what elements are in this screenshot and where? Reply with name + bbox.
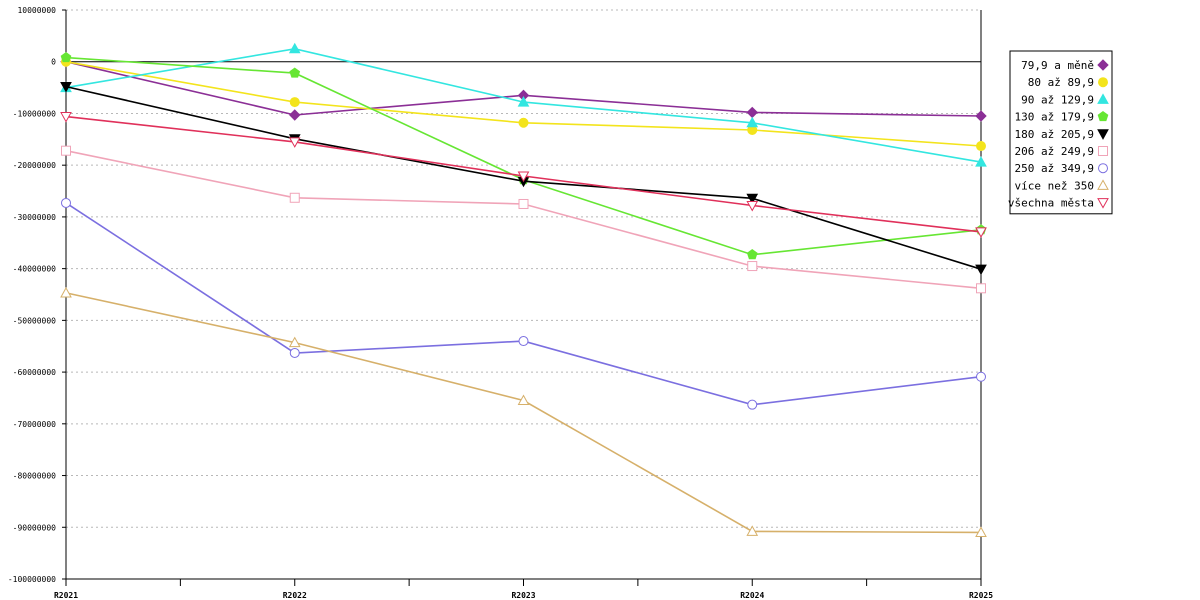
data-point <box>976 141 986 152</box>
series-6 <box>61 145 986 294</box>
data-point <box>517 96 530 107</box>
data-point <box>976 283 986 294</box>
series-3 <box>60 42 987 167</box>
series-line <box>65 56 982 256</box>
data-point <box>976 371 986 382</box>
data-point <box>746 116 759 128</box>
legend-label: více než 350 <box>1015 179 1094 192</box>
data-point <box>289 97 300 108</box>
data-point <box>975 110 987 122</box>
data-point <box>746 249 758 260</box>
data-point <box>60 82 72 93</box>
data-point <box>289 109 301 121</box>
legend: 79,9 a měně 80 až 89,9 90 až 129,9 130 až 1… <box>1008 50 1113 215</box>
x-tick-label: R2024 <box>740 591 764 600</box>
data-point <box>61 197 71 208</box>
legend-label: všechna města <box>1008 197 1094 210</box>
legend-label: 250 až 349,9 <box>1015 162 1094 175</box>
legend-label: 180 až 205,9 <box>1015 128 1094 141</box>
data-point <box>746 201 759 212</box>
legend-marker <box>1097 59 1109 71</box>
y-tick-label: -70000000 <box>13 420 57 429</box>
x-tick-labels: R2021 R2022 R2023 R2024 R2025 <box>54 591 993 600</box>
legend-marker <box>1097 93 1109 104</box>
legend-label: 130 až 179,9 <box>1015 111 1094 124</box>
data-point <box>61 145 71 156</box>
data-point <box>747 399 758 410</box>
y-tick-label: -90000000 <box>13 523 57 532</box>
series-7 <box>61 197 986 410</box>
legend-label: 79,9 a měně <box>1021 59 1094 72</box>
y-tick-labels: 10000000 0 -10000000 -20000000 -30000000 -400… <box>8 6 56 584</box>
data-point <box>518 198 529 209</box>
data-point <box>746 525 759 536</box>
legend-marker <box>1097 129 1109 140</box>
y-tick-label: 10000000 <box>17 6 56 15</box>
data-point <box>289 67 301 78</box>
legend-marker <box>1098 146 1108 156</box>
y-tick-label: -80000000 <box>13 472 57 481</box>
legend-marker <box>1097 198 1109 209</box>
data-point <box>288 42 301 54</box>
data-point <box>60 112 72 123</box>
data-point <box>975 264 987 276</box>
data-point <box>746 106 758 119</box>
series-line <box>65 292 982 534</box>
data-point <box>518 336 529 347</box>
y-tick-label: -100000000 <box>8 575 56 584</box>
series-line <box>65 202 982 406</box>
y-tick-label: 0 <box>51 58 56 67</box>
y-tick-label: -30000000 <box>13 213 57 222</box>
data-point <box>747 261 758 272</box>
data-point <box>517 394 530 406</box>
data-point <box>517 171 530 183</box>
data-point <box>288 137 301 148</box>
data-point <box>975 227 987 238</box>
legend-marker <box>1098 163 1108 174</box>
data-point <box>975 526 987 537</box>
legend-label: 206 až 249,9 <box>1015 145 1094 158</box>
legend-marker <box>1097 110 1109 122</box>
data-point <box>289 347 300 358</box>
data-point <box>975 156 987 167</box>
series-line <box>65 149 982 290</box>
legend-box <box>1009 50 1113 215</box>
x-tick-label: R2025 <box>969 591 993 600</box>
legend-marker <box>1098 77 1108 88</box>
y-tick-label: -40000000 <box>13 265 57 274</box>
y-tick-label: -60000000 <box>13 368 57 377</box>
x-tick-label: R2022 <box>283 591 307 600</box>
data-point <box>60 286 72 298</box>
series-9 <box>60 112 987 238</box>
legend-label: 80 až 89,9 <box>1028 76 1094 89</box>
series-lines <box>60 42 987 537</box>
legend-marker <box>1097 179 1109 190</box>
series-8 <box>60 286 987 537</box>
data-point <box>289 192 300 203</box>
data-point <box>60 51 72 63</box>
data-point <box>288 336 301 348</box>
y-tick-label: -50000000 <box>13 316 57 325</box>
legend-label: 90 až 129,9 <box>1021 93 1094 106</box>
y-tick-label: -20000000 <box>13 161 57 170</box>
series-line <box>65 60 982 117</box>
x-tick-label: R2021 <box>54 591 78 600</box>
data-point <box>518 117 529 128</box>
data-point <box>746 193 759 205</box>
x-tick-label: R2023 <box>511 591 535 600</box>
y-tick-label: -10000000 <box>13 109 57 118</box>
